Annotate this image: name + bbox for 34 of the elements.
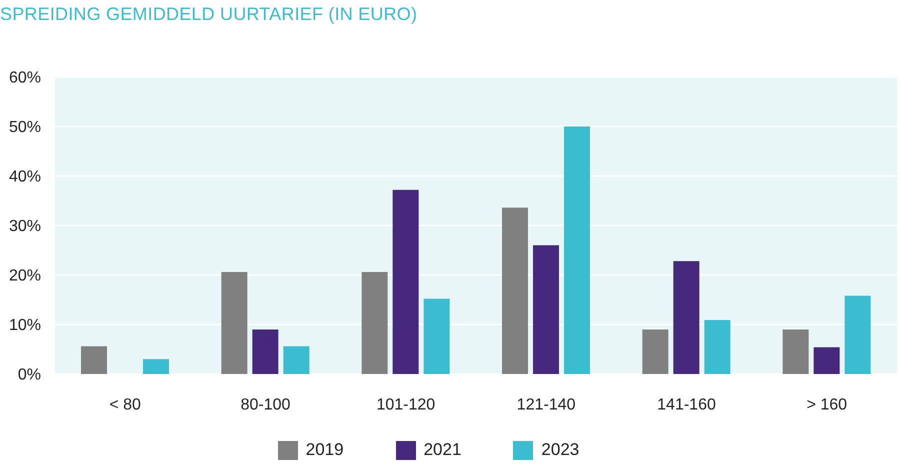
x-tick-label: < 80 bbox=[109, 396, 142, 414]
bar bbox=[143, 359, 169, 374]
y-tick-label: 0% bbox=[18, 366, 41, 384]
bar bbox=[533, 245, 559, 374]
y-tick-label: 20% bbox=[8, 268, 41, 285]
x-tick-label: 121-140 bbox=[516, 396, 576, 414]
x-tick-label: 141-160 bbox=[657, 396, 716, 414]
bar bbox=[283, 346, 310, 374]
bar bbox=[814, 347, 840, 374]
bar bbox=[424, 298, 450, 374]
y-tick-label: 40% bbox=[8, 168, 41, 186]
bar bbox=[844, 296, 871, 374]
bar bbox=[782, 329, 809, 374]
bar bbox=[704, 320, 730, 374]
bar bbox=[81, 346, 107, 374]
y-tick-label: 10% bbox=[8, 317, 41, 334]
x-tick-label: 101-120 bbox=[376, 396, 436, 414]
bar bbox=[564, 126, 590, 374]
bar bbox=[221, 272, 248, 374]
bar bbox=[252, 329, 278, 374]
x-tick-label: > 160 bbox=[806, 396, 848, 414]
legend-label: 2023 bbox=[541, 440, 580, 460]
bar bbox=[362, 272, 388, 374]
bar bbox=[392, 190, 419, 374]
y-tick-label: 30% bbox=[8, 218, 41, 236]
y-tick-label: 60% bbox=[8, 70, 41, 87]
bar bbox=[502, 208, 528, 374]
chart-title: SPREIDING GEMIDDELD UURTARIEF (IN EURO) bbox=[0, 4, 418, 25]
legend-label: 2021 bbox=[424, 440, 462, 460]
bar bbox=[642, 329, 668, 374]
y-tick-label: 50% bbox=[8, 119, 41, 136]
bar bbox=[673, 261, 700, 374]
legend-label: 2019 bbox=[306, 440, 344, 460]
x-tick-label: 80-100 bbox=[240, 396, 291, 414]
